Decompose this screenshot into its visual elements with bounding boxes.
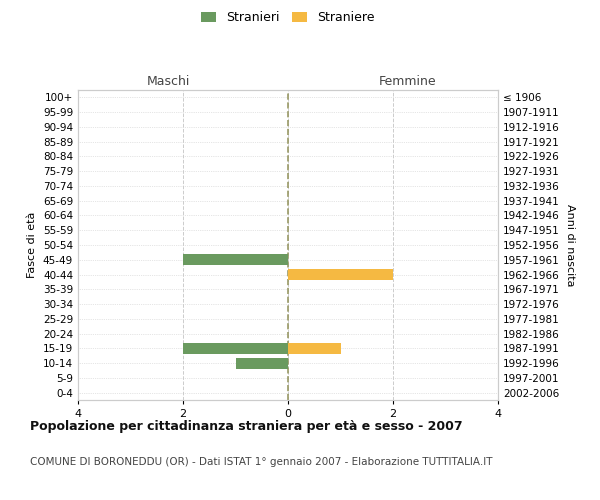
Bar [288,343,341,354]
Text: Femmine: Femmine [379,75,437,88]
Bar [235,358,288,368]
Y-axis label: Anni di nascita: Anni di nascita [565,204,575,286]
Bar [183,254,288,266]
Text: Maschi: Maschi [146,75,190,88]
Y-axis label: Fasce di età: Fasce di età [28,212,37,278]
Text: COMUNE DI BORONEDDU (OR) - Dati ISTAT 1° gennaio 2007 - Elaborazione TUTTITALIA.: COMUNE DI BORONEDDU (OR) - Dati ISTAT 1°… [30,457,493,467]
Legend: Stranieri, Straniere: Stranieri, Straniere [196,6,380,29]
Text: Popolazione per cittadinanza straniera per età e sesso - 2007: Popolazione per cittadinanza straniera p… [30,420,463,433]
Bar [288,269,393,280]
Bar [183,343,288,354]
